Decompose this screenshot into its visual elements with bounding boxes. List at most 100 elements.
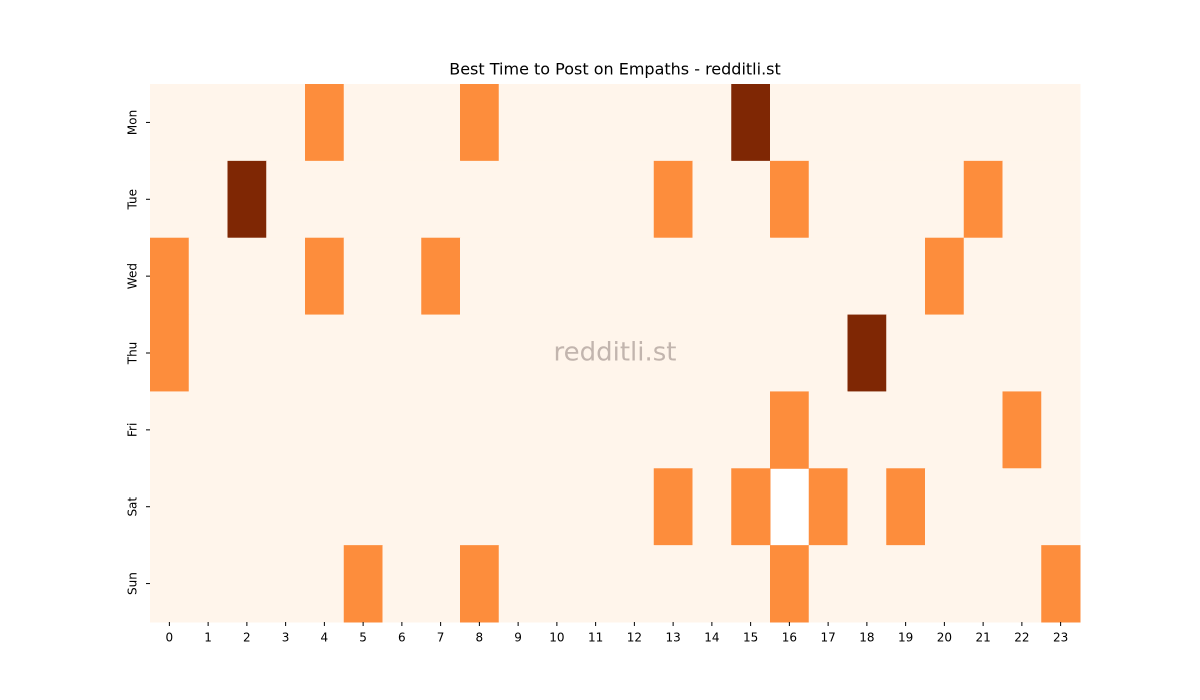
heatmap-cell (925, 237, 965, 316)
heatmap-cell (615, 237, 655, 316)
heatmap-cell (1002, 237, 1042, 316)
heatmap-cell (188, 160, 228, 239)
y-tick-label: Tue (126, 189, 140, 211)
heatmap-cell (382, 160, 422, 239)
x-tick-label: 7 (437, 631, 445, 645)
heatmap-cell (963, 237, 1003, 316)
heatmap-cell (886, 391, 926, 469)
heatmap-cell (305, 160, 345, 239)
heatmap-cell (847, 391, 887, 469)
heatmap-cell (227, 84, 267, 162)
heatmap-cell (576, 160, 616, 239)
x-tick-label: 15 (743, 631, 758, 645)
heatmap-cell (615, 468, 655, 546)
heatmap-cell (382, 314, 422, 392)
heatmap-cell (266, 545, 306, 623)
x-tick-label: 12 (627, 631, 642, 645)
heatmap-cell (653, 237, 693, 316)
heatmap-cell (770, 314, 810, 392)
heatmap-cell (808, 468, 848, 546)
heatmap-cell (188, 391, 228, 469)
heatmap-cell (692, 545, 732, 623)
heatmap-cell (1002, 545, 1042, 623)
heatmap-cell (1002, 84, 1042, 162)
heatmap-cell (808, 160, 848, 239)
heatmap-cell (188, 84, 228, 162)
heatmap-cell (537, 237, 577, 316)
heatmap-cell (847, 84, 887, 162)
heatmap-cell (925, 391, 965, 469)
heatmap-cell (382, 545, 422, 623)
y-tick-label: Fri (126, 423, 140, 437)
heatmap-cell (886, 314, 926, 392)
heatmap-cell (963, 545, 1003, 623)
x-tick-label: 13 (665, 631, 680, 645)
heatmap-cell (498, 545, 538, 623)
heatmap-cell (150, 391, 190, 469)
heatmap-cell (305, 237, 345, 316)
heatmap-cell (963, 84, 1003, 162)
x-tick-label: 11 (588, 631, 603, 645)
heatmap-cell (692, 391, 732, 469)
heatmap-cell (692, 160, 732, 239)
heatmap-cell (421, 237, 461, 316)
heatmap-cell (537, 84, 577, 162)
x-tick-label: 21 (975, 631, 990, 645)
heatmap-cell (692, 84, 732, 162)
heatmap-cell (576, 314, 616, 392)
heatmap-cell (460, 545, 500, 623)
heatmap-cell (343, 84, 383, 162)
heatmap-cell (305, 314, 345, 392)
heatmap-cell (731, 84, 771, 162)
heatmap-cell (886, 237, 926, 316)
heatmap-cell (1041, 314, 1081, 392)
heatmap-cell (188, 545, 228, 623)
heatmap-cell (770, 391, 810, 469)
heatmap-cell (963, 391, 1003, 469)
heatmap-cell (1002, 468, 1042, 546)
heatmap-cell (963, 160, 1003, 239)
x-tick-label: 16 (782, 631, 797, 645)
x-tick-label: 5 (359, 631, 367, 645)
x-tick-label: 3 (282, 631, 290, 645)
heatmap-cell (925, 84, 965, 162)
heatmap-cell (266, 160, 306, 239)
heatmap-cell (1002, 314, 1042, 392)
heatmap-cell (808, 391, 848, 469)
heatmap-cell (421, 314, 461, 392)
heatmap-cell (498, 84, 538, 162)
heatmap-cell (653, 314, 693, 392)
y-tick-label: Thu (126, 342, 140, 366)
heatmap-cell (343, 237, 383, 316)
heatmap-cell (460, 391, 500, 469)
heatmap-cell (692, 468, 732, 546)
heatmap-cell (421, 468, 461, 546)
heatmap-cell (188, 314, 228, 392)
heatmap-cell (460, 160, 500, 239)
heatmap-cell (421, 160, 461, 239)
heatmap-cell (150, 237, 190, 316)
heatmap-cell (227, 160, 267, 239)
heatmap-cell (886, 84, 926, 162)
heatmap-cell (537, 314, 577, 392)
heatmap-cell (847, 314, 887, 392)
heatmap-cell (537, 468, 577, 546)
x-tick-label: 2 (243, 631, 251, 645)
x-tick-label: 18 (859, 631, 874, 645)
heatmap-cell (963, 468, 1003, 546)
chart-title: Best Time to Post on Empaths - redditli.… (449, 60, 781, 79)
heatmap-cell (692, 237, 732, 316)
heatmap-cell (770, 160, 810, 239)
heatmap-cell (925, 468, 965, 546)
heatmap-cell (653, 391, 693, 469)
heatmap-cell (731, 391, 771, 469)
y-tick-label: Sun (126, 572, 140, 595)
heatmap-cell (653, 468, 693, 546)
heatmap-cell (227, 314, 267, 392)
heatmap-cell (731, 237, 771, 316)
heatmap-cell (382, 468, 422, 546)
heatmap-cell (537, 545, 577, 623)
x-tick-label: 19 (898, 631, 913, 645)
heatmap-cell (266, 468, 306, 546)
heatmap-cell (421, 545, 461, 623)
